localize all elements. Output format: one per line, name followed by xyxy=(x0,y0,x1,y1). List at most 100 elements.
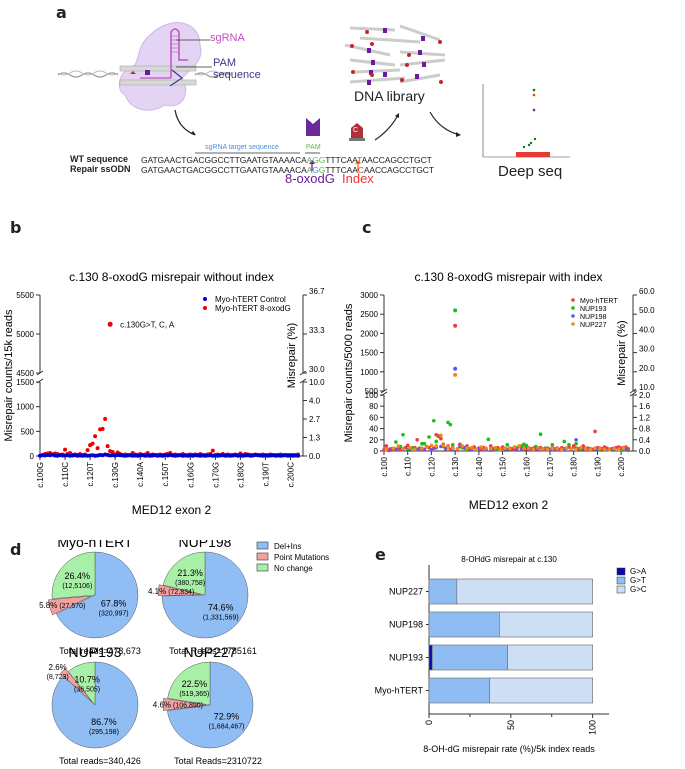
data-point xyxy=(424,445,429,449)
panel-a-letter: a xyxy=(56,3,67,22)
data-point xyxy=(616,447,621,452)
legend-label: Myo-hTERT Control xyxy=(215,295,286,304)
data-point xyxy=(517,444,521,448)
y-right-tick-label: 10.0 xyxy=(639,383,655,392)
y-axis-label: Misrepair counts/15k reads xyxy=(3,309,15,442)
upper-data-point xyxy=(453,308,458,313)
slice-count: (36,505) xyxy=(74,686,100,693)
x-tick-label: c.110 xyxy=(404,456,413,476)
upper-data-point xyxy=(453,323,458,328)
bar-segment xyxy=(428,611,500,638)
repair-seq-g2: G xyxy=(318,165,326,175)
pie-title: NUP193 xyxy=(69,644,122,660)
y-right-tick-label: 10.0 xyxy=(309,378,325,387)
data-point xyxy=(396,444,401,448)
data-point xyxy=(432,418,436,423)
x-tick-label: c.100 xyxy=(380,456,389,476)
data-point xyxy=(579,445,583,450)
pie-myo-htert: Myo-hTERT 67.8% (320,997) 26.4% (12,5106) 5.8… xyxy=(39,540,141,656)
data-point xyxy=(488,446,493,451)
x-tick-label: 50 xyxy=(506,720,516,730)
y-right-tick-label: 50.0 xyxy=(639,306,655,315)
pam-marker-icon xyxy=(306,118,320,136)
data-point xyxy=(583,446,588,451)
oxodg-arrow-icon xyxy=(309,160,315,164)
chart-c: c.130 8-oxodG misrepair with index 0 20 40 6… xyxy=(343,270,655,512)
y-axis-right-label: Misrepair (%) xyxy=(286,323,298,388)
pie-slice xyxy=(60,668,93,703)
pie-title: NUP227 xyxy=(184,644,237,660)
data-point xyxy=(210,448,215,453)
data-point xyxy=(429,443,434,448)
data-point xyxy=(541,446,545,451)
data-point xyxy=(484,446,488,450)
pie-slice xyxy=(55,551,139,639)
bar-segment xyxy=(456,578,593,605)
pie-total-label: Total reads=340,426 xyxy=(59,756,141,766)
legend-marker xyxy=(571,322,575,326)
y-tick-label: 1500 xyxy=(360,349,378,358)
x-tick-label: c.200 xyxy=(617,456,626,476)
data-point xyxy=(538,432,543,436)
data-point xyxy=(560,447,564,452)
slice-percent: 26.4% xyxy=(65,571,91,581)
data-point xyxy=(522,446,526,451)
y-right-tick-label: 0.4 xyxy=(639,436,651,445)
slice-count: (1,331,569) xyxy=(203,614,239,621)
data-point xyxy=(612,446,616,451)
dna-library-label: DNA library xyxy=(354,88,425,104)
legend-label: NUP198 xyxy=(580,314,607,321)
index-c-marker-icon xyxy=(351,123,363,138)
data-point xyxy=(63,447,68,452)
data-point xyxy=(536,445,540,450)
legend-swatch xyxy=(616,585,626,594)
legend-marker xyxy=(571,314,575,318)
data-point xyxy=(555,446,559,451)
x-tick-label: c.120 xyxy=(427,456,436,476)
data-point xyxy=(405,443,410,448)
data-point xyxy=(531,447,536,452)
pie-nup198: NUP198 74.6% (1,331,569) 21.3% (380,758) 4.1%… xyxy=(148,540,257,656)
repair-seq-mid: TTTCAA xyxy=(325,165,358,175)
wt-seq-post: AACCAGCCTGCT xyxy=(361,155,432,165)
pie-nup227: NUP227 72.9% (1,684,467) 22.5% (519,365) 4.6%… xyxy=(153,644,262,766)
y-tick-label: 0 xyxy=(374,447,379,456)
data-point xyxy=(479,445,484,449)
wt-seq-index: T xyxy=(357,155,362,165)
pie-title: Myo-hTERT xyxy=(57,540,133,550)
legend-label: Point Mutations xyxy=(274,553,329,562)
y-right-tick-label: 1.6 xyxy=(639,402,651,411)
x-tick-label: 100 xyxy=(588,720,598,735)
index-label: Index xyxy=(342,171,374,186)
pam-label-line2: sequence xyxy=(213,69,261,81)
y-right-tick-label: 40.0 xyxy=(639,325,655,334)
data-point xyxy=(446,420,450,425)
y-tick-label: 100 xyxy=(365,391,379,400)
data-point xyxy=(85,448,90,453)
deep-seq-label: Deep seq xyxy=(498,163,563,180)
legend-label: G>T xyxy=(630,576,646,585)
repair-sequence: GATGAACTGACGGCCTTGAATGTAAAACAAGGTTTCAACA… xyxy=(141,165,434,175)
category-label: NUP193 xyxy=(389,653,423,663)
data-point xyxy=(413,447,417,452)
repair-seq-index: C xyxy=(357,165,364,175)
y-tick-label: 1500 xyxy=(16,378,34,387)
pam-strand xyxy=(169,69,184,87)
data-point xyxy=(394,440,398,444)
chart-b: c.130 8-oxodG misrepair without index 0 50… xyxy=(3,270,325,517)
pam-label-line1: PAM xyxy=(213,57,237,69)
y-right-tick-label: 4.0 xyxy=(309,397,321,406)
data-point xyxy=(441,443,446,448)
data-point xyxy=(498,447,502,452)
y-tick-label: 500 xyxy=(365,387,379,396)
data-point xyxy=(598,446,602,451)
x-tick-label: c.200C xyxy=(286,462,295,488)
arrow-to-sequence xyxy=(174,109,196,136)
pie-slice xyxy=(48,595,92,616)
category-label: NUP227 xyxy=(389,587,423,597)
data-point xyxy=(295,453,300,458)
panel-e-letter: e xyxy=(375,545,386,564)
legend-marker xyxy=(203,306,207,310)
bar-segment xyxy=(431,644,508,671)
x-tick-label: c.100G xyxy=(36,462,45,488)
